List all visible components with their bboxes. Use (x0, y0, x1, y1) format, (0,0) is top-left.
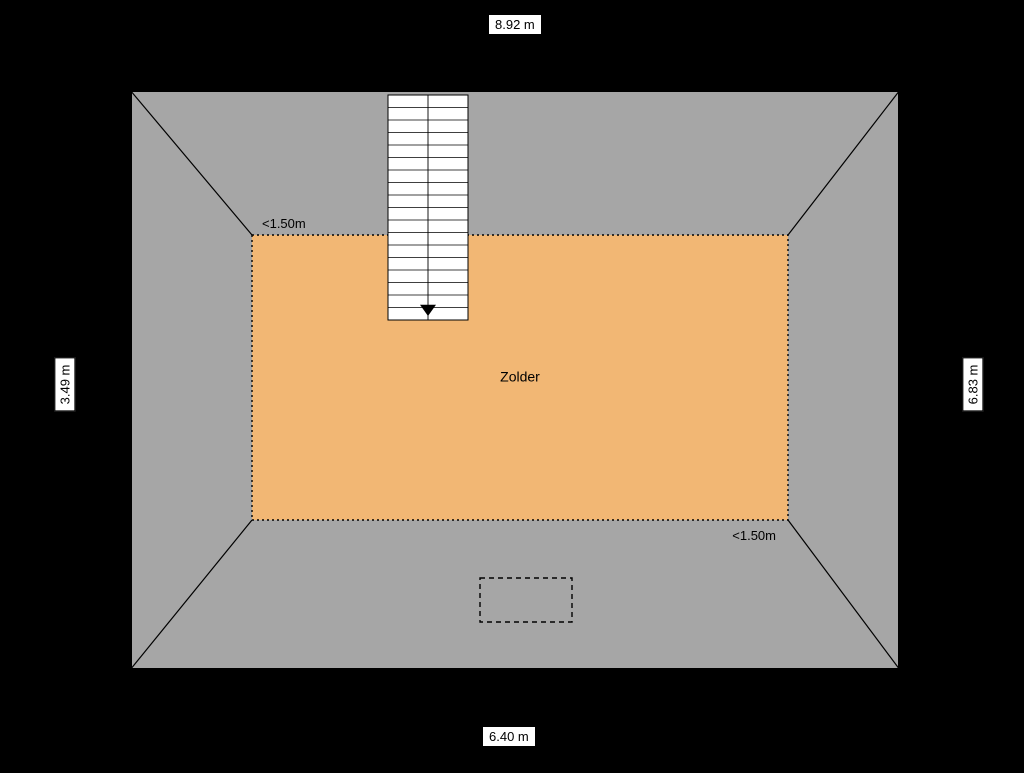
dimension-right: 6.83 m (962, 358, 983, 412)
dimension-left: 3.49 m (54, 358, 75, 412)
floorplan-svg: <1.50m <1.50m Zolder (0, 0, 1024, 768)
height-limit-label: <1.50m (262, 216, 306, 231)
dimension-bottom: 6.40 m (482, 726, 536, 747)
height-limit-label: <1.50m (732, 528, 776, 543)
dimension-top: 8.92 m (488, 14, 542, 35)
floorplan-canvas: <1.50m<1.50mZolder 8.92 m 6.40 m 3.49 m … (0, 0, 1024, 768)
room-label: Zolder (500, 369, 540, 385)
